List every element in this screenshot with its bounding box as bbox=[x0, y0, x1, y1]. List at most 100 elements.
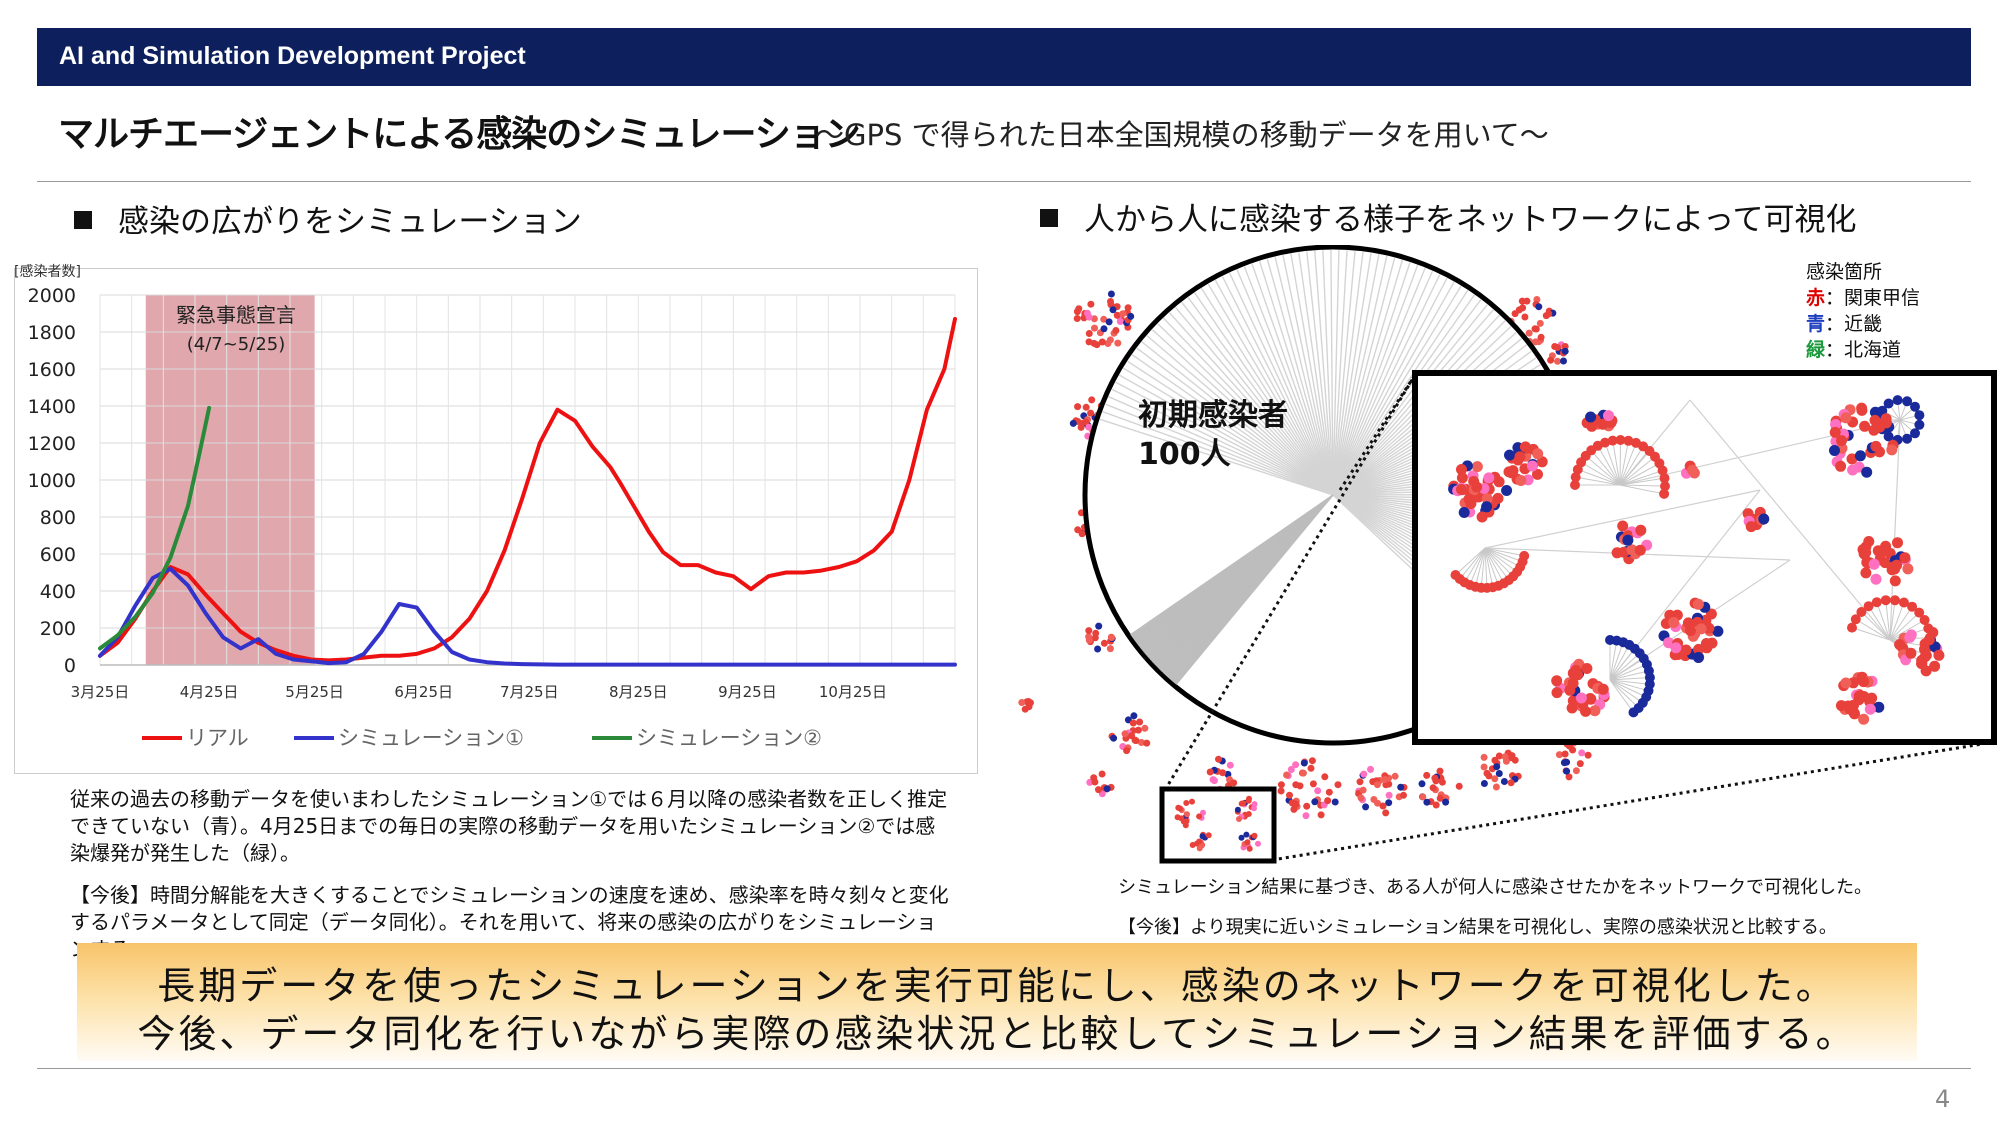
network-node bbox=[1292, 800, 1300, 808]
network-node bbox=[1701, 642, 1713, 654]
network-node bbox=[1018, 699, 1026, 706]
zoom-source-box bbox=[1159, 786, 1277, 864]
network-node bbox=[1758, 513, 1770, 525]
network-edge bbox=[1585, 455, 1621, 486]
network-edge bbox=[1484, 547, 1518, 573]
network-node bbox=[1835, 460, 1847, 472]
legend-label-sim2: シミュレーション② bbox=[636, 726, 822, 750]
network-node bbox=[1251, 801, 1258, 808]
network-node bbox=[1905, 629, 1917, 641]
network-edge bbox=[1332, 264, 1419, 496]
network-edge bbox=[1207, 283, 1334, 496]
network-node bbox=[1205, 832, 1212, 839]
zoom-dotted-line bbox=[1271, 740, 1995, 862]
network-edge bbox=[1609, 677, 1650, 681]
network-edge bbox=[1332, 257, 1396, 496]
network-node bbox=[1597, 683, 1609, 695]
network-node bbox=[1116, 318, 1124, 325]
network-edge bbox=[1609, 679, 1644, 704]
network-node bbox=[1597, 418, 1609, 430]
network-node bbox=[1537, 333, 1545, 341]
network-node bbox=[1325, 788, 1333, 796]
network-node bbox=[1244, 839, 1251, 846]
x-tick-label: 4月25日 bbox=[180, 683, 239, 701]
network-node bbox=[1883, 398, 1894, 409]
network-node bbox=[1200, 809, 1206, 816]
network-edge bbox=[1609, 679, 1650, 685]
network-node bbox=[1570, 480, 1580, 490]
network-node bbox=[1493, 763, 1501, 771]
network-node bbox=[1112, 327, 1120, 334]
network-node bbox=[1892, 395, 1903, 406]
network-node bbox=[1492, 492, 1504, 504]
network-edge bbox=[1332, 255, 1388, 496]
network-edge bbox=[1290, 253, 1334, 496]
network-node bbox=[1456, 472, 1468, 484]
network-node bbox=[1511, 756, 1519, 764]
network-node bbox=[1373, 781, 1381, 789]
network-edge bbox=[1889, 606, 1913, 641]
network-node bbox=[1189, 842, 1196, 848]
network-node bbox=[1532, 448, 1544, 460]
network-node bbox=[1567, 667, 1579, 679]
network-node bbox=[1143, 739, 1151, 747]
network-node bbox=[1098, 770, 1106, 778]
network-node bbox=[1910, 401, 1920, 412]
network-edge bbox=[1332, 277, 1448, 496]
network-node bbox=[1902, 396, 1913, 407]
network-edge bbox=[1455, 547, 1486, 576]
network-edge bbox=[1194, 292, 1334, 496]
network-edge bbox=[1484, 547, 1499, 586]
series-line-real bbox=[98, 317, 957, 663]
x-tick-label: 8月25日 bbox=[609, 683, 668, 701]
network-node bbox=[1525, 329, 1533, 337]
network-node bbox=[1514, 451, 1526, 463]
network-edge bbox=[1274, 256, 1334, 496]
network-node bbox=[1531, 325, 1539, 333]
network-edge bbox=[1151, 329, 1334, 496]
network-node bbox=[1108, 634, 1116, 642]
network-node bbox=[1685, 625, 1696, 637]
network-node bbox=[1471, 481, 1483, 493]
network-node bbox=[1492, 783, 1500, 791]
network-node bbox=[1905, 647, 1917, 659]
network-node bbox=[1085, 313, 1093, 321]
network-node bbox=[1095, 786, 1102, 794]
network-node bbox=[1178, 815, 1185, 822]
network-node bbox=[1286, 791, 1293, 799]
header-bar: AI and Simulation Development Project bbox=[37, 28, 1971, 86]
network-node bbox=[1302, 812, 1310, 820]
network-node bbox=[1564, 684, 1576, 696]
network-node bbox=[1861, 466, 1873, 478]
network-node bbox=[1603, 410, 1614, 422]
network-node bbox=[1098, 338, 1106, 346]
footer-divider bbox=[37, 1068, 1971, 1069]
network-node bbox=[1858, 691, 1870, 702]
network-node bbox=[1859, 420, 1871, 432]
left-description: 従来の過去の移動データを使いまわしたシミュレーション①では６月以降の感染者数を正… bbox=[70, 787, 948, 865]
network-node bbox=[1073, 315, 1081, 322]
network-node bbox=[1626, 544, 1638, 556]
network-node bbox=[1128, 732, 1136, 740]
network-edge bbox=[1484, 489, 1761, 549]
network-node bbox=[1916, 654, 1928, 666]
network-node bbox=[1183, 800, 1190, 806]
initial-infected-label: 初期感染者 bbox=[1138, 398, 1288, 433]
network-node bbox=[1367, 765, 1374, 773]
network-node bbox=[1321, 773, 1329, 781]
network-edge bbox=[1332, 267, 1426, 496]
network-node bbox=[1584, 693, 1596, 704]
network-node bbox=[1184, 811, 1190, 818]
network-node bbox=[1109, 306, 1117, 314]
network-node bbox=[1575, 692, 1587, 704]
network-node bbox=[1858, 713, 1870, 725]
network-edge bbox=[1464, 547, 1486, 583]
network-edge bbox=[1266, 258, 1334, 496]
network-edge bbox=[1609, 679, 1649, 692]
network-node bbox=[1572, 767, 1580, 775]
network-edge bbox=[1332, 250, 1356, 496]
network-node bbox=[1634, 544, 1646, 556]
network-node bbox=[1082, 418, 1090, 426]
network-node bbox=[1123, 747, 1131, 755]
network-node bbox=[1886, 444, 1898, 456]
